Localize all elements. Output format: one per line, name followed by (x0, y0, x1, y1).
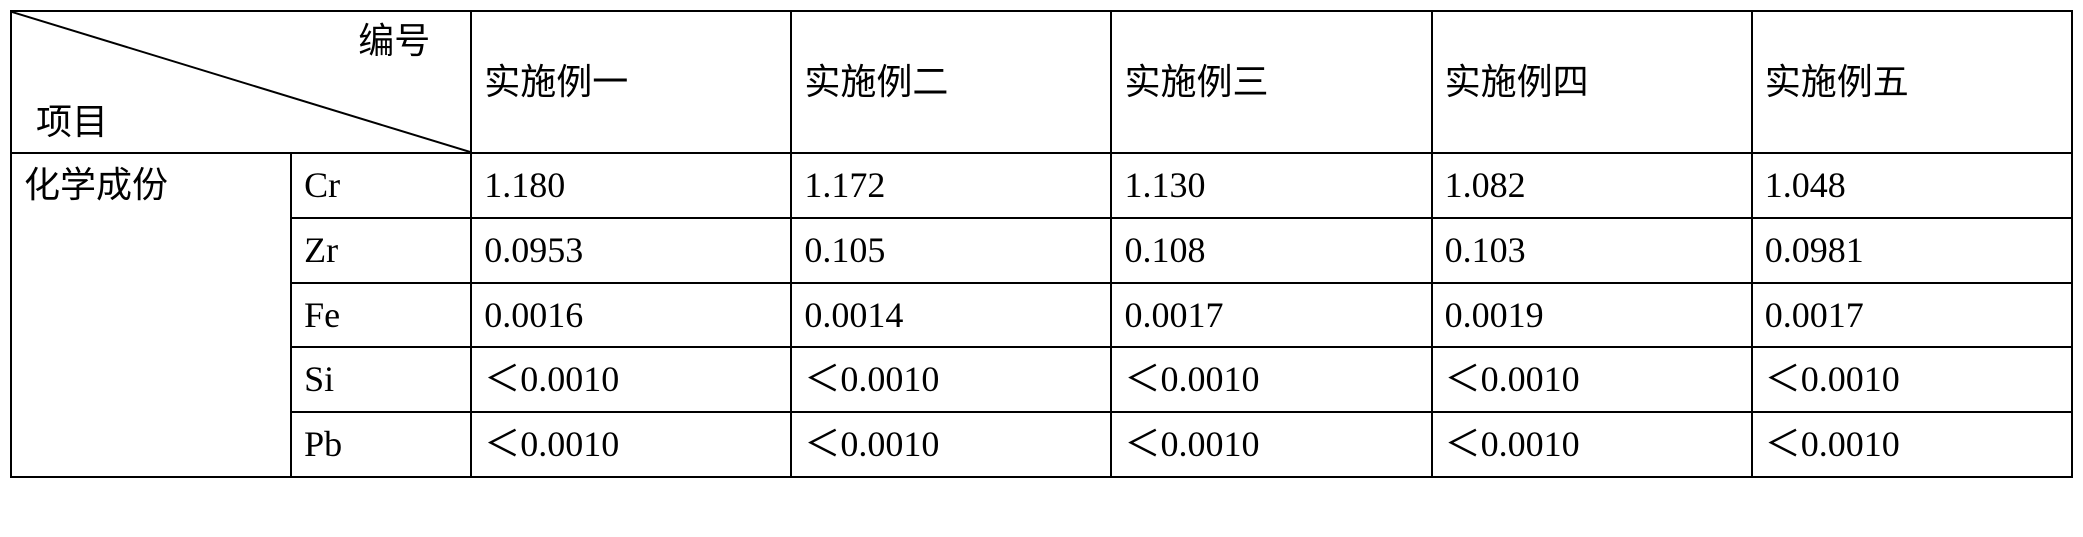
data-cell: ＜0.0010 (791, 347, 1111, 412)
data-cell: 0.0016 (471, 283, 791, 348)
data-cell: ＜0.0010 (1432, 347, 1752, 412)
data-cell: 0.105 (791, 218, 1111, 283)
element-label: Si (291, 347, 471, 412)
table-row: Fe 0.0016 0.0014 0.0017 0.0019 0.0017 (11, 283, 2072, 348)
table-row: 化学成份 Cr 1.180 1.172 1.130 1.082 1.048 (11, 153, 2072, 218)
data-cell: ＜0.0010 (471, 412, 791, 477)
data-cell: 0.103 (1432, 218, 1752, 283)
data-cell: 0.0953 (471, 218, 791, 283)
diag-top-label: 编号 (358, 18, 430, 65)
data-cell: 0.0017 (1752, 283, 2072, 348)
data-cell: ＜0.0010 (1752, 412, 2072, 477)
element-label: Fe (291, 283, 471, 348)
table-row: Pb ＜0.0010 ＜0.0010 ＜0.0010 ＜0.0010 ＜0.00… (11, 412, 2072, 477)
composition-table: 编号 项目 实施例一 实施例二 实施例三 实施例四 实施例五 化学成份 Cr 1… (10, 10, 2073, 478)
table-row: Zr 0.0953 0.105 0.108 0.103 0.0981 (11, 218, 2072, 283)
data-cell: ＜0.0010 (791, 412, 1111, 477)
data-cell: 1.172 (791, 153, 1111, 218)
data-cell: 1.130 (1111, 153, 1431, 218)
column-header: 实施例一 (471, 11, 791, 153)
column-header: 实施例四 (1432, 11, 1752, 153)
data-cell: ＜0.0010 (471, 347, 791, 412)
table-header-row: 编号 项目 实施例一 实施例二 实施例三 实施例四 实施例五 (11, 11, 2072, 153)
data-cell: 1.082 (1432, 153, 1752, 218)
element-label: Cr (291, 153, 471, 218)
table-row: Si ＜0.0010 ＜0.0010 ＜0.0010 ＜0.0010 ＜0.00… (11, 347, 2072, 412)
element-label: Zr (291, 218, 471, 283)
data-cell: 1.048 (1752, 153, 2072, 218)
data-cell: 0.0014 (791, 283, 1111, 348)
element-label: Pb (291, 412, 471, 477)
data-cell: ＜0.0010 (1111, 412, 1431, 477)
data-cell: 0.0017 (1111, 283, 1431, 348)
data-cell: 1.180 (471, 153, 791, 218)
data-cell: ＜0.0010 (1752, 347, 2072, 412)
rowgroup-label: 化学成份 (11, 153, 291, 477)
data-cell: 0.0019 (1432, 283, 1752, 348)
data-cell: ＜0.0010 (1432, 412, 1752, 477)
data-cell: 0.0981 (1752, 218, 2072, 283)
column-header: 实施例二 (791, 11, 1111, 153)
data-cell: ＜0.0010 (1111, 347, 1431, 412)
column-header: 实施例三 (1111, 11, 1431, 153)
column-header: 实施例五 (1752, 11, 2072, 153)
data-cell: 0.108 (1111, 218, 1431, 283)
diag-bottom-label: 项目 (36, 99, 108, 146)
diagonal-header-cell: 编号 项目 (11, 11, 471, 153)
